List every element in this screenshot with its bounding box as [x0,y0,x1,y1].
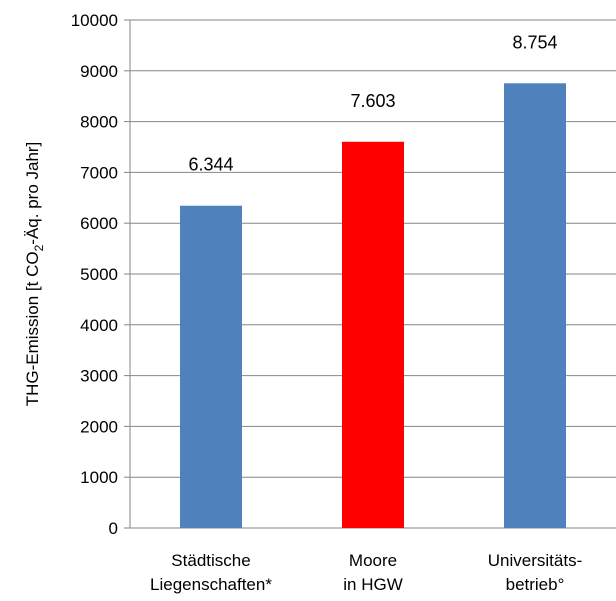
y-axis-label-subscript: 2 [32,244,46,251]
y-axis-label-rest: -Äq. pro Jahr] [23,142,42,245]
y-axis-label-main: THG-Emission [t CO [23,251,42,406]
y-tick-label: 2000 [80,417,118,436]
y-tick-label: 6000 [80,214,118,233]
y-tick-label: 5000 [80,265,118,284]
data-labels: 6.344 7.603 8.754 [188,32,557,174]
y-tick-label: 9000 [80,62,118,81]
y-tick-label: 0 [109,519,118,538]
x-tick-label: Universitäts-betrieb° [488,551,582,594]
bar [180,205,242,528]
y-tick-label: 8000 [80,113,118,132]
y-tick-label: 3000 [80,367,118,386]
y-tick-label: 1000 [80,468,118,487]
y-tick-label: 4000 [80,316,118,335]
x-tick-label: Städtische Liegenschaften* [150,551,272,594]
data-label: 6.344 [188,155,233,175]
y-axis-label: THG-Emission [t CO2-Äq. pro Jahr] [23,142,46,407]
data-label: 7.603 [350,91,395,111]
bar [504,83,566,528]
y-tick-label: 7000 [80,163,118,182]
x-tick-labels: Städtische Liegenschaften* Moore in HGW Univ… [150,551,582,594]
y-tick-labels: 0 1000 2000 3000 4000 5000 6000 7000 8000 9000 100… [71,11,118,538]
y-tick-label: 10000 [71,11,118,30]
bar [342,141,404,529]
data-label: 8.754 [512,32,557,52]
x-tick-label: Moore in HGW [343,551,403,594]
bars [180,83,566,529]
